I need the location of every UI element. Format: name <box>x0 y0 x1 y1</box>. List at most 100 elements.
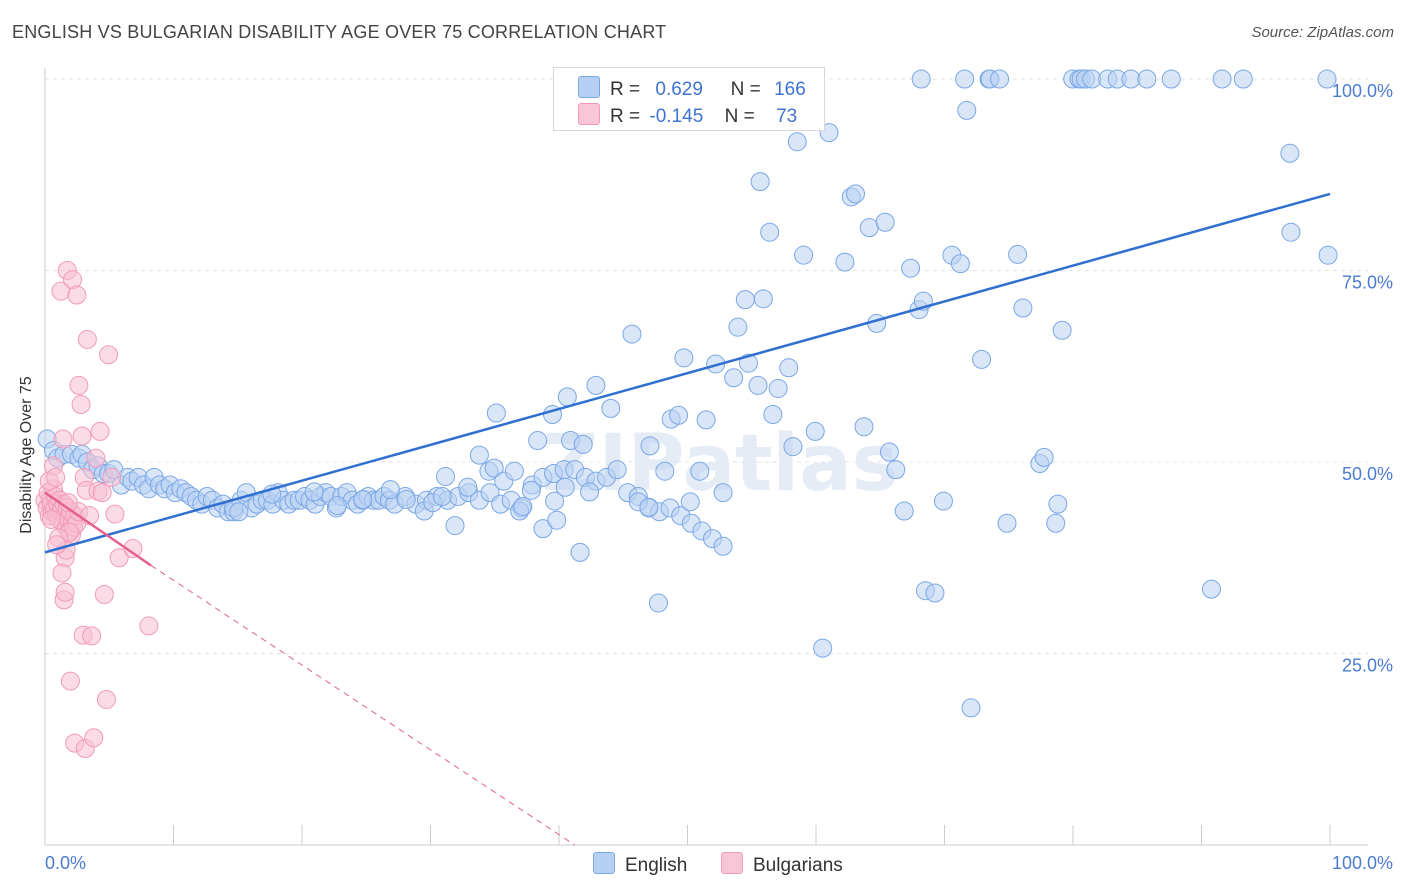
english-point <box>846 184 866 204</box>
english-point <box>1046 513 1066 533</box>
english-point <box>955 69 975 89</box>
english-point <box>435 467 455 487</box>
english-point <box>229 502 249 522</box>
english-point <box>607 460 627 480</box>
english-point <box>1013 298 1033 318</box>
legend-row-bulgarians: R = -0.145 N = 73 <box>578 103 797 127</box>
bottom-legend-english: English <box>593 852 687 877</box>
bulgarian-point <box>102 467 122 487</box>
x-tick-label: 0.0% <box>45 853 86 873</box>
english-point <box>768 378 788 398</box>
english-point <box>875 212 895 232</box>
bulgarian-point <box>55 582 75 602</box>
bulgarians-trend-extension <box>150 564 576 846</box>
bulgarians-swatch <box>578 103 600 125</box>
english-point <box>432 486 452 506</box>
bottom-legend-bulgarians: Bulgarians <box>721 852 843 877</box>
english-n-value: 166 <box>774 79 806 100</box>
english-trend-line <box>44 192 1331 554</box>
bulgarian-point <box>46 467 66 487</box>
english-point <box>901 258 921 278</box>
english-point <box>586 375 606 395</box>
x-tick-labels: 0.0% 100.0% <box>45 853 1393 873</box>
bulgarian-point <box>60 671 80 691</box>
english-point <box>484 458 504 478</box>
english-point <box>639 497 659 517</box>
english-point <box>1121 69 1141 89</box>
english-point <box>713 483 733 503</box>
english-point <box>680 492 700 512</box>
english-point <box>1137 69 1157 89</box>
bulgarian-point <box>94 585 114 605</box>
english-point <box>894 501 914 521</box>
english-point <box>886 460 906 480</box>
english-point <box>380 480 400 500</box>
bulgarian-point <box>67 285 87 305</box>
english-point <box>304 482 324 502</box>
english-point <box>655 461 675 481</box>
x-tick-label: 100.0% <box>1332 853 1393 873</box>
bulgarian-point <box>105 504 125 524</box>
legend-row-english: R = 0.629 N = 166 <box>578 76 806 100</box>
y-tick-labels: 25.0% 50.0% 75.0% 100.0% <box>1332 81 1393 676</box>
english-point <box>748 375 768 395</box>
legend-r-label: R = <box>610 106 641 127</box>
chart-title: ENGLISH VS BULGARIAN DISABILITY AGE OVER… <box>12 22 667 42</box>
english-point <box>458 477 478 497</box>
english-point <box>1161 69 1181 89</box>
english-point <box>1212 69 1232 89</box>
english-point <box>601 398 621 418</box>
bulgarians-swatch <box>721 852 743 874</box>
trend-lines-front <box>44 192 1331 846</box>
english-point <box>557 387 577 407</box>
english-point <box>779 358 799 378</box>
english-point <box>753 289 773 309</box>
bulgarian-point <box>82 626 102 646</box>
english-point <box>690 461 710 481</box>
bulgarians-trend-line <box>44 491 152 567</box>
english-point <box>1082 69 1102 89</box>
english-point <box>545 491 565 511</box>
english-point <box>1317 69 1337 89</box>
english-point <box>1052 320 1072 340</box>
bulgarian-point <box>86 448 106 468</box>
english-point <box>669 405 689 425</box>
english-point <box>547 510 567 530</box>
english-point <box>396 490 416 510</box>
axes <box>44 68 1368 846</box>
english-point <box>713 536 733 556</box>
english-point <box>674 348 694 368</box>
english-point <box>1318 245 1338 265</box>
english-point <box>957 100 977 120</box>
english-point <box>504 461 524 481</box>
bulgarians-label: Bulgarians <box>753 855 843 876</box>
english-point <box>760 222 780 242</box>
english-point <box>813 638 833 658</box>
bulgarian-point <box>99 345 119 365</box>
bulgarian-point <box>123 539 143 559</box>
source-label: Source: ZipAtlas.com <box>1251 24 1394 41</box>
english-point <box>805 421 825 441</box>
english-point <box>911 69 931 89</box>
y-tick-label: 75.0% <box>1342 273 1393 293</box>
english-r-value: 0.629 <box>655 79 703 100</box>
english-point <box>738 353 758 373</box>
legend-r-label: R = <box>610 79 641 100</box>
y-tick-label: 25.0% <box>1342 656 1393 676</box>
english-point <box>950 254 970 274</box>
english-point <box>555 477 575 497</box>
english-point <box>1201 579 1221 599</box>
english-point <box>859 218 879 238</box>
english-point <box>933 491 953 511</box>
english-point <box>469 445 489 465</box>
english-point <box>990 69 1010 89</box>
english-point <box>1048 494 1068 514</box>
bulgarian-point <box>90 421 110 441</box>
english-point <box>353 490 373 510</box>
english-point <box>445 516 465 536</box>
english-point <box>728 317 748 337</box>
legend: R = 0.629 N = 166 R = -0.145 N = 73 <box>553 67 825 131</box>
english-point <box>640 436 660 456</box>
english-point <box>648 593 668 613</box>
